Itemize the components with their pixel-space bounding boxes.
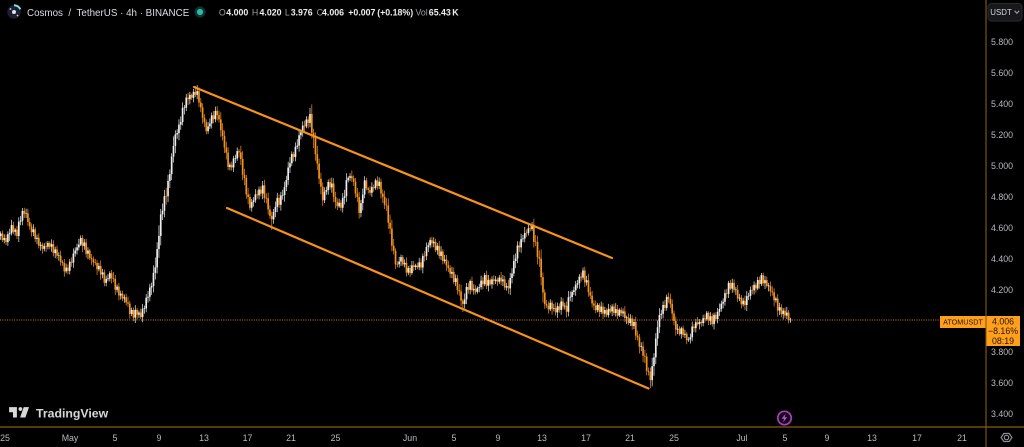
svg-text:L: L — [285, 7, 290, 17]
svg-text:ATOMUSDT: ATOMUSDT — [943, 317, 983, 326]
svg-text:13: 13 — [867, 433, 877, 443]
svg-text:May: May — [62, 433, 79, 443]
svg-text:+0.007: +0.007 — [348, 7, 375, 17]
svg-text:5.800: 5.800 — [991, 37, 1013, 47]
svg-text:17: 17 — [243, 433, 253, 443]
svg-text:USDT: USDT — [990, 8, 1012, 17]
svg-text:5: 5 — [113, 433, 118, 443]
svg-text:17: 17 — [581, 433, 591, 443]
svg-text:Jun: Jun — [403, 433, 417, 443]
svg-text:O: O — [219, 7, 226, 17]
svg-text:3.800: 3.800 — [991, 347, 1013, 357]
svg-text:4.020: 4.020 — [260, 7, 282, 17]
svg-text:4.600: 4.600 — [991, 223, 1013, 233]
svg-text:65.43: 65.43 — [429, 7, 451, 17]
svg-text:21: 21 — [286, 433, 296, 443]
svg-text:(+0.18%): (+0.18%) — [377, 7, 413, 17]
svg-text:9: 9 — [496, 433, 501, 443]
svg-text:H: H — [252, 7, 258, 17]
svg-text:5: 5 — [783, 433, 788, 443]
svg-text:K: K — [452, 7, 459, 17]
svg-text:5.600: 5.600 — [991, 68, 1013, 78]
svg-text:3.600: 3.600 — [991, 378, 1013, 388]
svg-text:−8.16%: −8.16% — [988, 326, 1018, 336]
svg-text:Cosmos / TetherUS · 4h · BIN: Cosmos / TetherUS · 4h · BINANCE — [27, 8, 190, 19]
svg-text:4.006: 4.006 — [992, 317, 1014, 327]
svg-text:4.006: 4.006 — [322, 7, 344, 17]
svg-text:25: 25 — [331, 433, 341, 443]
svg-text:3.976: 3.976 — [291, 7, 313, 17]
svg-text:Jul: Jul — [736, 433, 747, 443]
svg-text:9: 9 — [825, 433, 830, 443]
svg-text:17: 17 — [912, 433, 922, 443]
svg-text:4.800: 4.800 — [991, 192, 1013, 202]
svg-text:4.000: 4.000 — [226, 7, 248, 17]
svg-text:9: 9 — [157, 433, 162, 443]
svg-text:08:19: 08:19 — [992, 336, 1014, 346]
svg-text:5.000: 5.000 — [991, 161, 1013, 171]
svg-text:TradingView: TradingView — [36, 407, 109, 421]
svg-text:21: 21 — [957, 433, 967, 443]
svg-text:21: 21 — [625, 433, 635, 443]
svg-text:Vol: Vol — [416, 7, 428, 17]
svg-text:4.200: 4.200 — [991, 285, 1013, 295]
svg-text:4.400: 4.400 — [991, 254, 1013, 264]
svg-text:3.400: 3.400 — [991, 409, 1013, 419]
svg-text:13: 13 — [537, 433, 547, 443]
svg-text:25: 25 — [669, 433, 679, 443]
svg-text:5.200: 5.200 — [991, 130, 1013, 140]
svg-text:25: 25 — [0, 433, 10, 443]
svg-text:13: 13 — [199, 433, 209, 443]
svg-text:C: C — [317, 7, 324, 17]
svg-text:5.400: 5.400 — [991, 99, 1013, 109]
svg-text:5: 5 — [452, 433, 457, 443]
